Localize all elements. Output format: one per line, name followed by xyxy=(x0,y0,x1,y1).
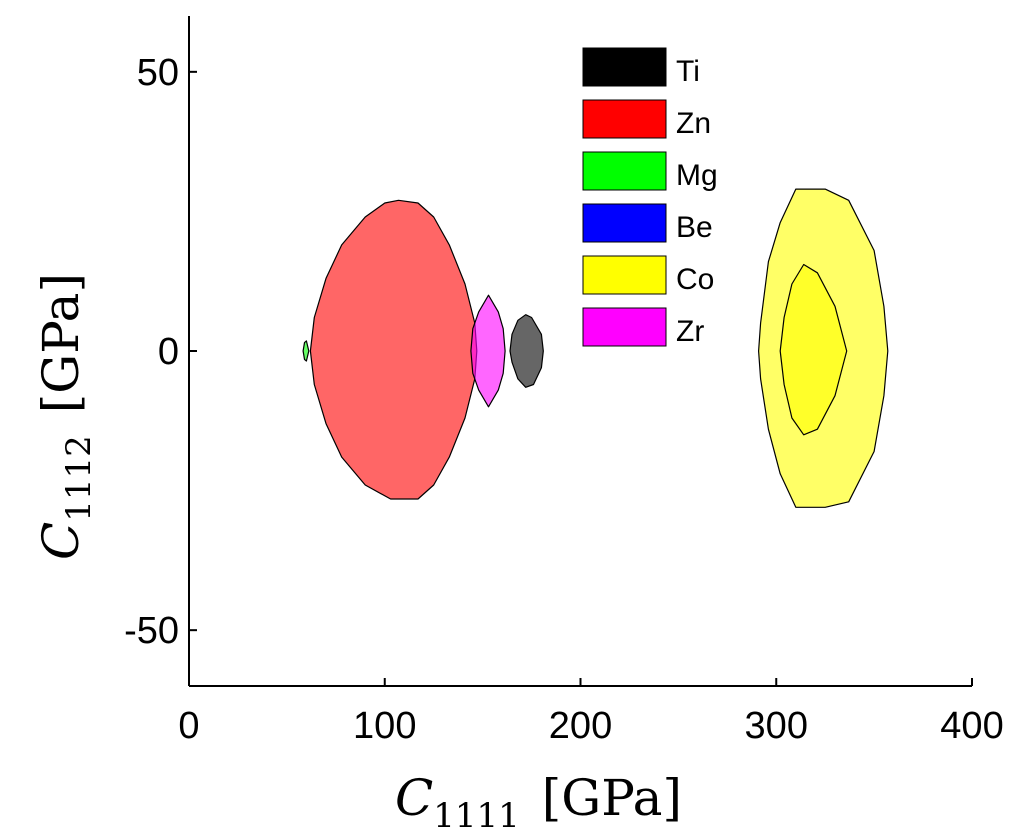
legend-label-ti: Ti xyxy=(676,55,700,88)
legend-swatch-be xyxy=(582,203,667,243)
legend: Ti Zn Mg Be Co Zr xyxy=(582,47,718,348)
region-mg-1 xyxy=(302,340,310,362)
y-axis-symbol: C xyxy=(32,522,90,560)
x-tick-label: 400 xyxy=(940,705,1003,747)
legend-label-zn: Zn xyxy=(676,107,711,140)
y-axis-unit: [GPa] xyxy=(32,273,90,413)
y-tick-label: -50 xyxy=(124,610,179,652)
y-axis-subscript: 1112 xyxy=(59,435,99,522)
legend-label-be: Be xyxy=(676,211,713,244)
ticks: 0 100 200 300 400 -50 0 50 xyxy=(124,52,1004,747)
legend-swatch-co xyxy=(582,255,667,295)
x-tick-label: 100 xyxy=(353,705,416,747)
legend-label-mg: Mg xyxy=(676,159,718,192)
data-regions xyxy=(302,188,889,508)
y-tick-label: 50 xyxy=(137,52,179,94)
legend-label-co: Co xyxy=(676,263,714,296)
legend-swatch-zn xyxy=(582,99,667,139)
region-co-2 xyxy=(779,263,848,436)
region-zn-1 xyxy=(309,199,478,500)
legend-swatch-ti xyxy=(582,47,667,87)
legend-swatch-mg xyxy=(582,151,667,191)
y-axis-title: C1112 [GPa] xyxy=(32,273,99,560)
y-tick-label: 0 xyxy=(158,331,179,373)
region-zr-1 xyxy=(470,294,506,408)
x-axis-title: C1111 [GPa] xyxy=(395,769,682,836)
x-axis-symbol: C xyxy=(395,769,433,827)
legend-label-zr: Zr xyxy=(676,315,704,348)
x-axis-subscript: 1111 xyxy=(433,796,520,836)
region-ti-1 xyxy=(509,314,544,388)
legend-swatch-zr xyxy=(582,307,667,347)
x-tick-label: 300 xyxy=(745,705,808,747)
x-axis-unit: [GPa] xyxy=(542,769,682,827)
x-tick-label: 200 xyxy=(549,705,612,747)
x-tick-label: 0 xyxy=(178,705,199,747)
